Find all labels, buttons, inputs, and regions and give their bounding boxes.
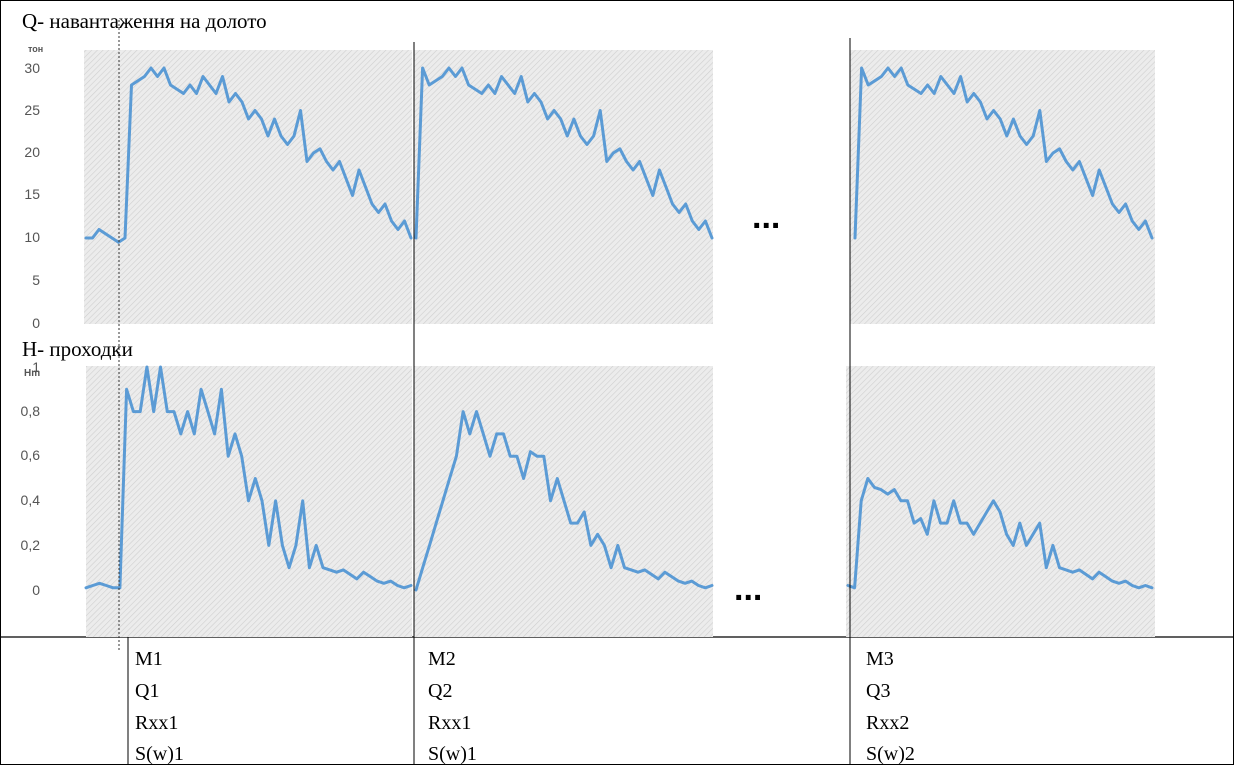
chart-1-series-2-line (414, 66, 714, 240)
chart-1-y-tick-label: 30 (24, 60, 40, 76)
chart-1-panel-1-background (84, 50, 412, 324)
chart-1-series-1-line (84, 66, 413, 244)
segment-1-model: M1 (135, 648, 163, 670)
segment-1-legend: M1 Q1 Rxx1 S(w)1 (135, 648, 184, 765)
bottom-ellipsis: ... (734, 570, 762, 608)
segment-1-load: Q1 (135, 680, 159, 702)
segment-3-legend: M3 Q3 Rxx2 S(w)2 (866, 648, 915, 765)
chart-1-panel-2-background (414, 50, 713, 324)
segment-2-model: M2 (428, 648, 456, 670)
segment-1-spectrum: S(w)1 (135, 743, 184, 765)
segment-1-rxx: Rxx1 (135, 712, 178, 734)
chart-1-y-tick-label: 10 (24, 229, 40, 245)
chart-2-y-tick-label: 0,8 (21, 403, 41, 419)
chart-1-y-tick-label: 0 (32, 315, 40, 331)
chart-1-y-tick-label: 25 (24, 102, 40, 118)
chart-2-panel-3-background (846, 366, 1155, 637)
chart-2-y-tick-label: 0,4 (21, 492, 41, 508)
segment-2-rxx: Rxx1 (428, 712, 471, 734)
segment-2-legend: M2 Q2 Rxx1 S(w)1 (428, 648, 477, 765)
chart-1-panel-3-background (850, 50, 1155, 324)
chart-2-series-3-line (846, 477, 1154, 590)
chart-1-y-tick-label: 20 (24, 144, 40, 160)
bottom-y-axis-unit: Hm (24, 368, 40, 379)
chart-2-series-1-line (84, 365, 413, 590)
top-y-axis-unit: тон (28, 44, 43, 54)
segment-3-rxx: Rxx2 (866, 712, 909, 734)
chart-2-y-tick-label: 0 (32, 582, 40, 598)
chart-2-series-2-line (414, 410, 714, 592)
segment-3-model: M3 (866, 648, 894, 670)
segment-2-spectrum: S(w)1 (428, 743, 477, 765)
top-chart-heading: Q- навантаження на долото (22, 9, 267, 33)
segment-3-spectrum: S(w)2 (866, 743, 915, 765)
chart-1-y-tick-label: 15 (24, 186, 40, 202)
chart-2-y-tick-label: 1 (32, 359, 40, 375)
chart-1-series-3-line (853, 66, 1154, 240)
chart-2-y-tick-label: 0,6 (21, 447, 41, 463)
chart-1-y-tick-label: 5 (32, 272, 40, 288)
top-ellipsis: ... (752, 198, 780, 236)
bottom-chart-heading: H- проходки (22, 337, 133, 361)
chart-2-y-tick-label: 0,2 (21, 537, 41, 553)
segment-3-load: Q3 (866, 680, 890, 702)
segment-2-load: Q2 (428, 680, 452, 702)
